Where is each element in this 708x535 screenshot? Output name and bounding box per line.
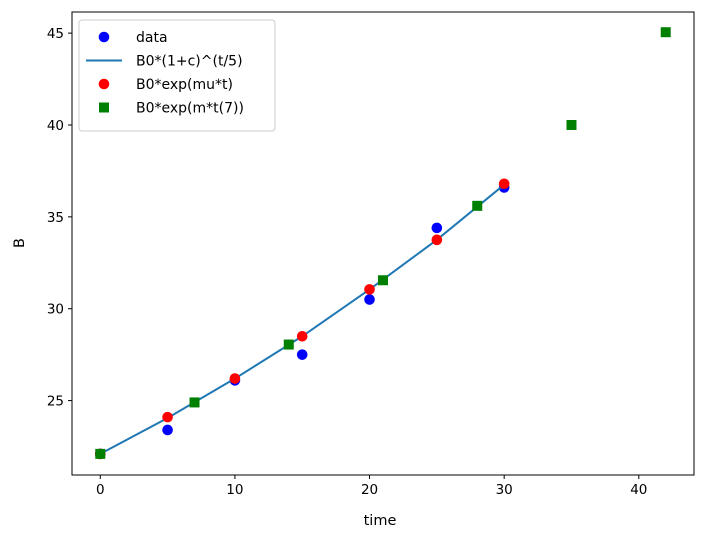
legend-circle-swatch <box>98 78 110 90</box>
legend-label: data <box>136 30 168 46</box>
y-tick-label: 25 <box>47 394 64 410</box>
data-point-square <box>660 27 671 38</box>
plot-frame <box>71 11 695 476</box>
x-tick-label: 30 <box>496 482 513 498</box>
data-point-square <box>189 397 200 408</box>
data-point-circle <box>431 222 443 234</box>
legend-label: B0*exp(mu*t) <box>136 77 233 93</box>
legend-square-swatch <box>99 102 109 113</box>
x-axis-label: time <box>364 513 397 529</box>
data-point-square <box>283 339 294 350</box>
data-point-square <box>95 448 106 459</box>
legend-circle-swatch <box>98 31 110 43</box>
data-point-square <box>378 275 388 286</box>
y-axis-label: B <box>12 238 28 248</box>
y-tick-label: 35 <box>47 210 64 226</box>
y-tick-label: 30 <box>47 302 64 318</box>
legend: data B0*(1+c)^(t/5) B0*exp(mu*t) B0*exp(m*t… <box>78 19 276 132</box>
data-point-square <box>566 119 577 130</box>
y-tick-label: 40 <box>47 118 64 134</box>
legend-label: B0*(1+c)^(t/5) <box>136 54 243 70</box>
data-point-circle <box>229 373 241 384</box>
x-axis: 0 10 20 30 40 <box>96 475 647 498</box>
data-point-circle <box>162 411 173 423</box>
data-point-square <box>472 200 483 211</box>
data-point-circle <box>162 424 173 436</box>
data-point-circle <box>364 294 375 305</box>
y-axis: 25 30 35 40 45 <box>47 26 72 410</box>
data-point-circle <box>296 349 308 360</box>
data-point-circle <box>431 234 443 246</box>
plot-area <box>94 27 671 460</box>
x-tick-label: 10 <box>226 482 243 498</box>
data-point-circle <box>364 284 375 295</box>
legend-box <box>78 19 276 132</box>
series-line <box>99 183 505 455</box>
x-tick-label: 0 <box>96 482 105 498</box>
y-tick-label: 45 <box>47 26 64 42</box>
x-tick-label: 20 <box>361 482 378 498</box>
data-point-circle <box>296 330 308 342</box>
x-tick-label: 40 <box>630 482 647 498</box>
legend-label: B0*exp(m*t(7)) <box>136 101 244 117</box>
data-point-circle <box>498 178 510 190</box>
